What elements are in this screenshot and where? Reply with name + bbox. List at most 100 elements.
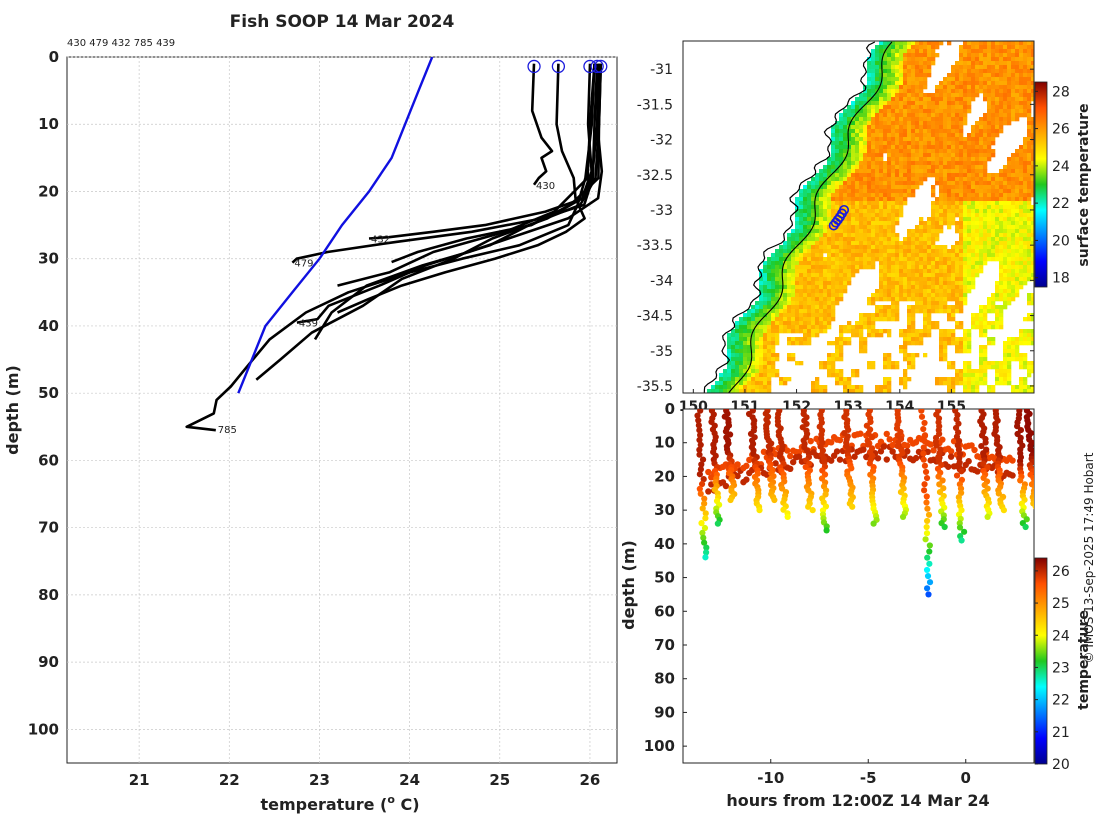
sst-cell <box>723 389 728 393</box>
sst-cell <box>1015 233 1020 238</box>
sst-cell <box>775 317 780 322</box>
sst-cell <box>979 137 984 142</box>
sst-cell <box>1011 45 1016 50</box>
sst-cell <box>847 181 852 186</box>
sst-cell <box>875 385 880 390</box>
sst-cell <box>739 341 744 346</box>
sst-cell <box>739 349 744 354</box>
sst-cell <box>779 329 784 334</box>
sst-cell <box>919 289 924 294</box>
sst-cell <box>935 289 940 294</box>
sst-cell <box>767 261 772 266</box>
sst-cell <box>935 305 940 310</box>
sst-cell <box>871 81 876 86</box>
sst-cell <box>799 301 804 306</box>
sst-cell <box>923 249 928 254</box>
sst-cell <box>947 201 952 206</box>
sst-cell <box>831 361 836 366</box>
sst-cell <box>727 349 732 354</box>
sst-cell <box>899 105 904 110</box>
sst-cell <box>1011 169 1016 174</box>
sst-cell <box>919 333 924 338</box>
sst-cell <box>975 185 980 190</box>
sst-cell <box>903 245 908 250</box>
sst-cell <box>963 261 968 266</box>
sst-cell <box>979 89 984 94</box>
sst-cell <box>967 229 972 234</box>
sst-cell <box>835 381 840 386</box>
section-point <box>698 520 705 527</box>
sst-cell <box>995 105 1000 110</box>
sst-cell <box>959 73 964 78</box>
sst-cell <box>975 317 980 322</box>
sst-cell <box>875 53 880 58</box>
sst-cell <box>775 289 780 294</box>
sst-cell <box>919 133 924 138</box>
sst-cell <box>883 217 888 222</box>
sst-cell <box>819 321 824 326</box>
sst-cell <box>975 89 980 94</box>
sst-cell <box>863 337 868 342</box>
sst-cell <box>903 185 908 190</box>
sst-cell <box>827 365 832 370</box>
sst-cell <box>1015 177 1020 182</box>
sst-cell <box>991 293 996 298</box>
sst-cell <box>1007 165 1012 170</box>
sst-cell <box>895 213 900 218</box>
sst-cell <box>895 45 900 50</box>
sst-cell <box>995 121 1000 126</box>
sst-cell <box>959 145 964 150</box>
sst-cell <box>911 181 916 186</box>
sst-cell <box>1003 81 1008 86</box>
sst-cell <box>971 381 976 386</box>
sst-cell <box>875 185 880 190</box>
sst-cell <box>891 229 896 234</box>
sst-cell <box>843 221 848 226</box>
sst-cell <box>963 189 968 194</box>
sst-cell <box>975 221 980 226</box>
sst-cell <box>951 149 956 154</box>
sst-cell <box>931 301 936 306</box>
sst-cell <box>979 157 984 162</box>
sst-cell <box>1007 277 1012 282</box>
sst-cell <box>899 245 904 250</box>
sst-cell <box>859 345 864 350</box>
sst-cell <box>975 237 980 242</box>
sst-cell <box>943 181 948 186</box>
sst-cell <box>923 277 928 282</box>
sst-cell <box>995 245 1000 250</box>
sst-cell <box>947 253 952 258</box>
profile-id-label: 785 <box>218 425 237 436</box>
sst-cell <box>819 249 824 254</box>
sst-cell <box>1019 73 1024 78</box>
sst-cell <box>1027 161 1032 166</box>
sst-cell <box>775 313 780 318</box>
sst-cell <box>987 241 992 246</box>
sst-cell <box>959 309 964 314</box>
sst-cell <box>819 229 824 234</box>
sst-cell <box>955 129 960 134</box>
sst-cell <box>835 297 840 302</box>
sst-cell <box>923 137 928 142</box>
sst-cell <box>863 209 868 214</box>
sst-cell <box>887 85 892 90</box>
sst-cell <box>811 321 816 326</box>
sst-cell <box>895 165 900 170</box>
sst-cell <box>1011 341 1016 346</box>
sst-cell <box>959 221 964 226</box>
sst-cell <box>735 385 740 390</box>
sst-cell <box>1027 297 1032 302</box>
sst-cell <box>839 153 844 158</box>
sst-cell <box>875 209 880 214</box>
sst-cell <box>1015 285 1020 290</box>
sst-cell <box>851 169 856 174</box>
climatology-line <box>237 57 434 394</box>
sst-cell <box>1019 265 1024 270</box>
sst-cell <box>851 145 856 150</box>
sst-cell <box>987 117 992 122</box>
sst-cell <box>975 145 980 150</box>
sst-cell <box>727 369 732 374</box>
sst-cell <box>895 365 900 370</box>
sst-cell <box>943 109 948 114</box>
